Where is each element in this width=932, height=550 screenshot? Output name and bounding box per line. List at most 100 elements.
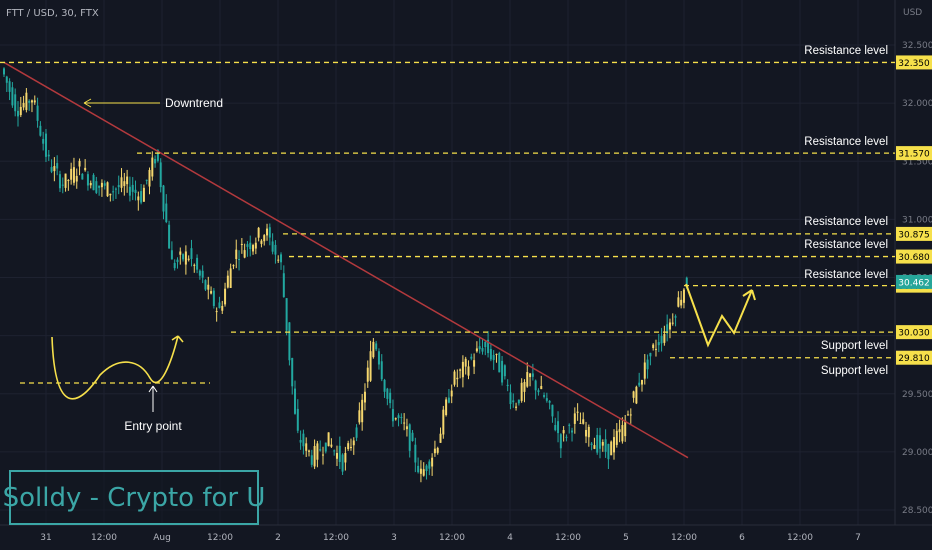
candle-body: [112, 191, 115, 193]
candle-body: [148, 169, 151, 187]
resistance-level-tag: [896, 146, 932, 161]
downtrend-label: Downtrend: [165, 96, 223, 110]
candle-body: [534, 380, 537, 391]
candle-body: [422, 469, 425, 476]
candle-body: [573, 413, 576, 424]
candle-body: [28, 100, 31, 103]
projection-arrowhead: [742, 289, 756, 301]
candle-body: [182, 254, 185, 260]
candle-body: [361, 399, 364, 423]
resistance-level-text: Resistance level: [804, 269, 888, 281]
candle-body: [296, 408, 299, 431]
x-tick-label: 3: [391, 533, 397, 543]
candle-body: [187, 258, 190, 260]
candle-body: [587, 426, 590, 438]
candle-body: [70, 168, 73, 180]
candle-body: [461, 361, 464, 378]
candle-body: [417, 465, 420, 473]
candle-body: [604, 439, 607, 452]
candle-body: [78, 160, 81, 167]
projection-zigzag: [685, 283, 753, 348]
candle-body: [403, 422, 406, 424]
candle-body: [666, 324, 669, 334]
candle-body: [501, 360, 504, 383]
candle-body: [579, 422, 582, 424]
y-tick-label: 29.500: [902, 390, 932, 400]
candle-body: [487, 339, 490, 354]
candle-body: [249, 242, 252, 250]
candle-body: [190, 248, 193, 260]
candle-body: [196, 257, 199, 270]
candle-body: [523, 382, 526, 392]
candle-body: [3, 68, 5, 75]
candle-body: [162, 185, 165, 212]
candle-body: [291, 357, 294, 387]
candle-body: [394, 418, 397, 420]
candle-body: [184, 251, 187, 265]
support-level-value: 29.810: [898, 354, 930, 364]
candle-body: [442, 409, 445, 435]
candle-body: [372, 341, 375, 358]
candle-body: [557, 421, 560, 434]
candle-body: [215, 311, 218, 313]
candle-body: [142, 187, 145, 202]
candle-body: [266, 228, 269, 236]
candle-body: [201, 270, 204, 278]
candle-body: [596, 434, 599, 453]
candle-body: [682, 289, 685, 303]
candle-body: [145, 179, 148, 181]
candle-body: [39, 125, 42, 136]
candle-body: [447, 397, 450, 403]
candle-body: [431, 457, 434, 467]
candle-body: [428, 461, 431, 469]
candle-body: [467, 366, 470, 376]
candle-body: [610, 441, 613, 456]
candle-body: [240, 244, 243, 246]
candle-body: [512, 400, 515, 403]
candle-body: [464, 358, 467, 367]
candle-body: [53, 166, 56, 172]
candle-body: [294, 388, 297, 414]
candle-body: [347, 443, 350, 450]
x-tick-label: 7: [855, 533, 861, 543]
candle-body: [58, 174, 61, 189]
candle-body: [640, 379, 643, 385]
candle-body: [484, 341, 487, 348]
candle-body: [677, 297, 680, 307]
candle-body: [377, 351, 380, 365]
candle-body: [492, 355, 495, 361]
candle-body: [257, 227, 260, 238]
candle-body: [268, 227, 271, 238]
candle-body: [61, 184, 64, 186]
candle-body: [531, 373, 534, 377]
candle-body: [252, 245, 255, 252]
candle-body: [590, 443, 593, 445]
candle-body: [629, 414, 632, 416]
candle-body: [562, 430, 565, 434]
candle-body: [207, 284, 210, 290]
candle-body: [375, 343, 378, 350]
candle-body: [506, 384, 509, 387]
x-tick-label: 12:00: [555, 533, 581, 543]
candle-body: [363, 391, 366, 403]
downtrend-arrowhead: [83, 98, 92, 108]
candle-body: [537, 390, 540, 393]
candle-body: [137, 196, 140, 201]
candle-body: [128, 186, 131, 196]
x-tick-label: 12:00: [323, 533, 349, 543]
candle-body: [56, 163, 59, 169]
entry-arrowhead: [148, 385, 158, 393]
candle-body: [179, 251, 182, 255]
candle-body: [475, 348, 478, 352]
candle-body: [599, 435, 602, 449]
candle-body: [400, 416, 403, 418]
entry-pattern-arrowhead: [171, 335, 184, 343]
watermark-banner: Solldy - Crypto for U: [3, 470, 265, 525]
candle-body: [515, 406, 518, 408]
y-tick-label: 32.000: [902, 99, 932, 109]
candle-body: [358, 410, 361, 423]
resistance-level-text: Resistance level: [804, 239, 888, 251]
candle-body: [229, 268, 232, 288]
candle-body: [498, 353, 501, 373]
